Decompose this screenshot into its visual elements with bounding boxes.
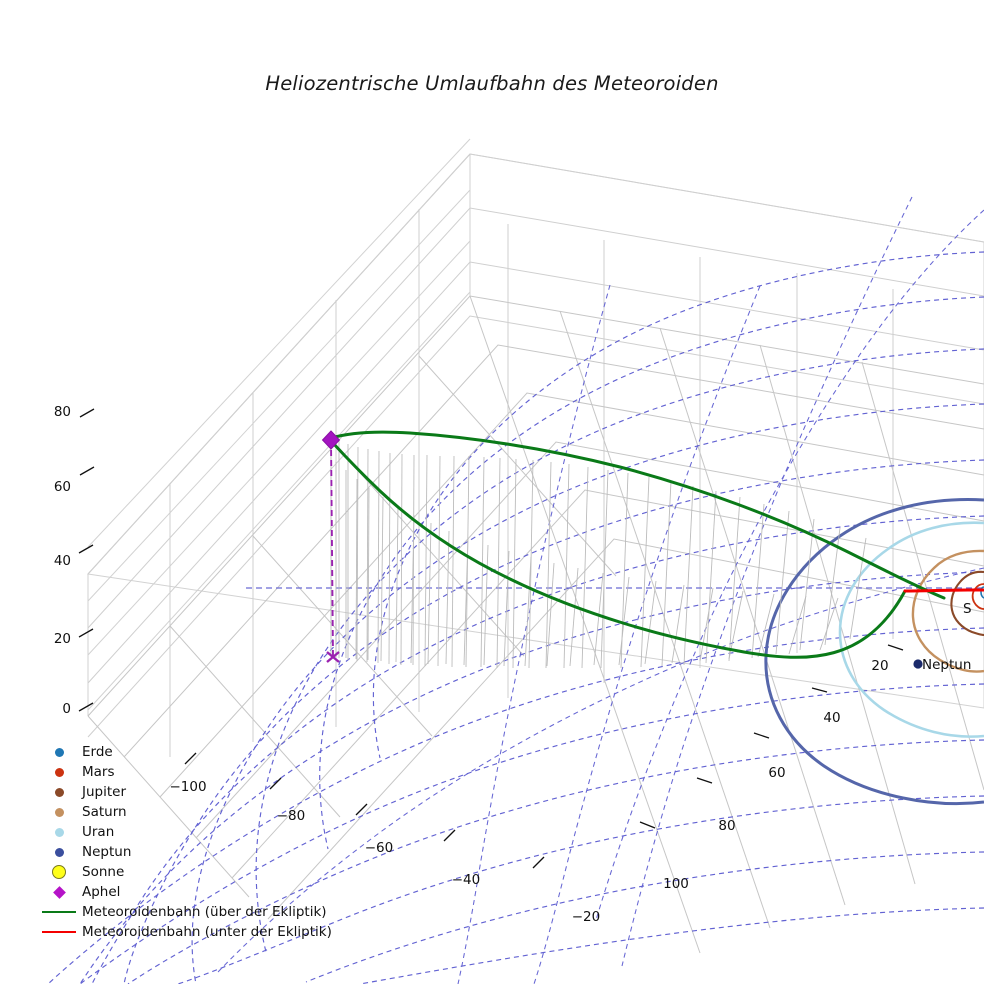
jupiter-marker-icon xyxy=(36,787,82,797)
orbit-below-line-icon xyxy=(36,931,82,933)
y-tick-80: 80 xyxy=(718,818,735,834)
aphel-marker-icon xyxy=(36,885,82,899)
y-axis-ticks xyxy=(639,644,904,829)
planet-orbit-mars xyxy=(971,583,984,610)
legend-label-neptun: Neptun xyxy=(82,844,132,860)
legend-label-uran: Uran xyxy=(82,824,115,840)
left-wall-grid xyxy=(87,138,471,716)
back-wall-vertical-grid xyxy=(169,209,894,757)
legend: Erde Mars Jupiter Saturn Uran xyxy=(36,742,366,942)
z-tick-0: 0 xyxy=(62,701,71,717)
neptun-point xyxy=(913,659,923,669)
reference-radial-lines xyxy=(217,196,984,984)
meteoroid-orbit-above-ecliptic xyxy=(329,430,946,659)
legend-label-saturn: Saturn xyxy=(82,804,127,820)
x-tick-minus20: −20 xyxy=(572,909,601,925)
planet-orbit-erde xyxy=(980,586,984,599)
legend-label-mars: Mars xyxy=(82,764,115,780)
legend-label-orbit-above: Meteoroidenbahn (über der Ekliptik) xyxy=(82,904,327,920)
legend-label-orbit-below: Meteoroidenbahn (unter der Ekliptik) xyxy=(82,924,332,940)
planet-orbit-saturn xyxy=(911,549,984,673)
x-tick-minus100: −100 xyxy=(169,779,206,795)
legend-item-sonne[interactable]: Sonne xyxy=(36,862,366,882)
x-axis-ticks xyxy=(184,752,545,869)
legend-label-aphel: Aphel xyxy=(82,884,121,900)
floor-grid xyxy=(87,295,984,954)
y-tick-100: 100 xyxy=(663,876,689,892)
z-axis-ticks xyxy=(78,408,95,712)
orbit-stem-lines xyxy=(330,440,867,669)
legend-item-orbit-above[interactable]: Meteoroidenbahn (über der Ekliptik) xyxy=(36,902,366,922)
meteoroid-orbit-below-ecliptic xyxy=(903,588,984,593)
legend-item-mars[interactable]: Mars xyxy=(36,762,366,782)
y-tick-20: 20 xyxy=(871,658,888,674)
neptun-label: Neptun xyxy=(922,657,971,673)
z-tick-80: 80 xyxy=(54,404,71,420)
y-tick-40: 40 xyxy=(823,710,840,726)
orbit-above-line-icon xyxy=(36,911,82,913)
z-tick-20: 20 xyxy=(54,631,71,647)
x-tick-minus60: −60 xyxy=(365,840,394,856)
z-tick-40: 40 xyxy=(54,553,71,569)
legend-item-orbit-below[interactable]: Meteoroidenbahn (unter der Ekliptik) xyxy=(36,922,366,942)
legend-item-erde[interactable]: Erde xyxy=(36,742,366,762)
aphel-drop-line xyxy=(330,439,334,658)
x-tick-minus80: −80 xyxy=(277,808,306,824)
sonne-marker-icon xyxy=(36,865,82,879)
legend-item-uran[interactable]: Uran xyxy=(36,822,366,842)
neptun-marker-icon xyxy=(36,847,82,857)
z-tick-60: 60 xyxy=(54,479,71,495)
legend-label-erde: Erde xyxy=(82,744,113,760)
legend-item-neptun[interactable]: Neptun xyxy=(36,842,366,862)
page-title: Heliozentrische Umlaufbahn des Meteoroid… xyxy=(265,72,719,95)
mars-marker-icon xyxy=(36,767,82,777)
legend-item-saturn[interactable]: Saturn xyxy=(36,802,366,822)
back-wall-horizontal-grid xyxy=(87,153,984,738)
erde-marker-icon xyxy=(36,747,82,757)
legend-label-sonne: Sonne xyxy=(82,864,125,880)
legend-label-jupiter: Jupiter xyxy=(82,784,127,800)
planet-orbit-jupiter xyxy=(950,570,984,637)
aphel-projection-marker xyxy=(326,651,340,663)
x-tick-minus40: −40 xyxy=(452,872,481,888)
legend-item-aphel[interactable]: Aphel xyxy=(36,882,366,902)
aphel-marker xyxy=(321,430,341,450)
y-tick-60: 60 xyxy=(768,765,785,781)
sonne-label: S xyxy=(963,601,972,617)
saturn-marker-icon xyxy=(36,807,82,817)
planet-orbit-uran xyxy=(838,521,984,738)
uran-marker-icon xyxy=(36,827,82,837)
legend-item-jupiter[interactable]: Jupiter xyxy=(36,782,366,802)
